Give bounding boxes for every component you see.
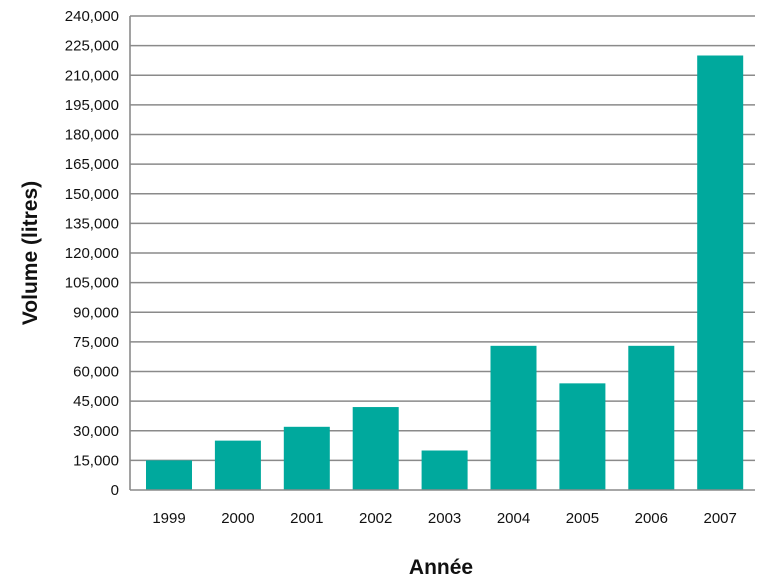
y-tick-label: 195,000: [65, 97, 119, 114]
y-tick-label: 180,000: [65, 127, 119, 144]
bar-2004: [490, 345, 537, 490]
bar-1999: [146, 460, 192, 490]
y-tick-label: 15,000: [73, 452, 119, 469]
y-tick-label: 225,000: [65, 38, 119, 55]
x-tick-label: 1999: [152, 510, 185, 527]
axes: [129, 16, 755, 491]
x-tick-label: 2005: [566, 510, 599, 527]
y-tick-label: 30,000: [73, 423, 119, 440]
y-tick-label: 165,000: [65, 156, 119, 173]
x-tick-label: 2007: [704, 510, 737, 527]
bar-2005: [559, 383, 606, 490]
y-tick-label: 60,000: [73, 364, 119, 381]
y-tick-label: 90,000: [73, 304, 119, 321]
bar-2002: [352, 407, 399, 490]
x-tick-label: 2000: [221, 510, 254, 527]
bars: [146, 55, 744, 490]
y-tick-label: 45,000: [73, 393, 119, 410]
x-tick-labels: 1999 2000 2001 2002 2003 2004 2005 2006 2007: [152, 510, 737, 527]
bar-2001: [283, 426, 330, 490]
y-tick-label: 240,000: [65, 8, 119, 25]
bar-2007: [697, 55, 744, 490]
y-tick-label: 105,000: [65, 275, 119, 292]
y-tick-label: 135,000: [65, 215, 119, 232]
x-tick-label: 2004: [497, 510, 530, 527]
y-tick-label: 75,000: [73, 334, 119, 351]
bar-2006: [628, 345, 675, 490]
x-tick-label: 2003: [428, 510, 461, 527]
bar-2003: [421, 450, 468, 490]
x-tick-label: 2006: [635, 510, 668, 527]
y-tick-label: 120,000: [65, 245, 119, 262]
y-tick-label: 210,000: [65, 67, 119, 84]
y-axis-title: Volume (litres): [19, 181, 42, 325]
y-tick-label: 150,000: [65, 186, 119, 203]
x-axis-title: Année: [409, 556, 473, 579]
y-tick-labels: 0 15,000 30,000 45,000 60,000 75,000 90,000 105…: [65, 8, 119, 499]
y-tick-label: 0: [111, 482, 119, 499]
x-tick-label: 2001: [290, 510, 323, 527]
x-tick-label: 2002: [359, 510, 392, 527]
grid-lines: [130, 15, 755, 462]
bar-2000: [214, 440, 261, 490]
